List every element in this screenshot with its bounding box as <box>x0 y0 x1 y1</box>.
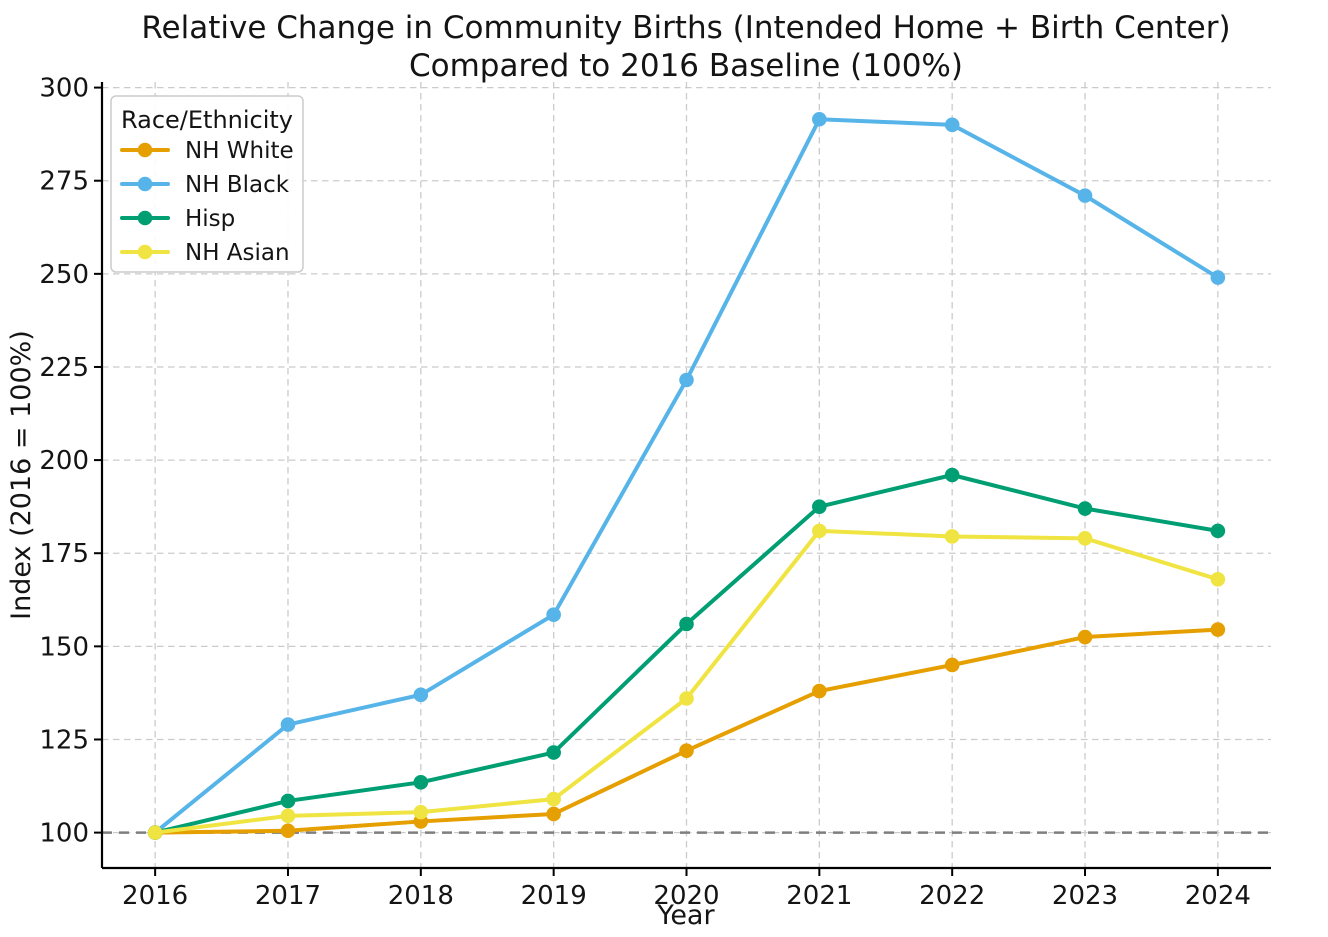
data-point-nh-black <box>944 117 960 133</box>
x-axis-label: Year <box>656 900 715 931</box>
data-point-hisp <box>280 793 296 809</box>
data-point-nh-asian <box>546 791 561 807</box>
data-point-nh-black <box>679 372 694 388</box>
legend-title: Race/Ethnicity <box>121 106 293 134</box>
data-point-nh-asian <box>679 691 694 706</box>
data-point-nh-asian <box>280 808 296 824</box>
legend-label-hisp: Hisp <box>185 206 235 232</box>
legend-swatch-dot-nh-white <box>137 142 153 158</box>
data-point-nh-black <box>413 687 429 703</box>
y-tick-label: 200 <box>39 446 89 476</box>
data-point-hisp <box>679 616 694 632</box>
x-tick-label: 2018 <box>388 881 454 911</box>
x-tick-label: 2019 <box>521 881 587 911</box>
x-tick-label: 2017 <box>255 881 321 911</box>
data-point-nh-asian <box>812 523 827 539</box>
y-tick-label: 150 <box>39 632 89 662</box>
chart-title-line1: Relative Change in Community Births (Int… <box>141 10 1230 46</box>
y-tick-label: 175 <box>39 539 89 569</box>
data-point-nh-black <box>546 607 561 622</box>
data-point-hisp <box>1210 523 1226 539</box>
x-tick-label: 2023 <box>1052 881 1118 911</box>
data-point-hisp <box>546 745 561 760</box>
data-point-nh-asian <box>1210 572 1226 587</box>
data-point-hisp <box>812 499 827 514</box>
data-point-nh-asian <box>944 529 960 544</box>
data-point-nh-white <box>1077 629 1093 645</box>
y-tick-label: 300 <box>39 74 89 104</box>
data-point-nh-white <box>546 806 561 822</box>
data-point-nh-black <box>280 717 296 732</box>
chart-title-line2: Compared to 2016 Baseline (100%) <box>409 48 963 84</box>
data-point-nh-black <box>812 111 827 127</box>
legend-label-nh-black: NH Black <box>185 172 290 198</box>
legend-swatch-dot-hisp <box>137 210 153 226</box>
x-tick-label: 2021 <box>786 881 852 911</box>
x-tick-label: 2016 <box>122 881 188 911</box>
data-point-nh-black <box>1077 188 1093 203</box>
data-point-nh-white <box>812 683 827 699</box>
legend-label-nh-asian: NH Asian <box>185 240 290 266</box>
data-point-nh-asian <box>1077 531 1093 546</box>
legend-box <box>110 95 304 273</box>
y-tick-label: 275 <box>39 167 89 197</box>
y-tick-label: 125 <box>39 725 89 755</box>
data-point-hisp <box>413 775 429 790</box>
legend-swatch-dot-nh-black <box>137 176 153 192</box>
data-point-nh-white <box>280 823 296 839</box>
data-point-nh-white <box>679 743 694 758</box>
x-tick-label: 2022 <box>919 881 985 911</box>
data-point-nh-white <box>944 657 960 673</box>
y-tick-label: 100 <box>39 819 89 849</box>
x-tick-label: 2024 <box>1185 881 1251 911</box>
y-tick-label: 250 <box>39 260 89 290</box>
data-point-nh-asian <box>147 825 163 840</box>
legend-label-nh-white: NH White <box>185 138 294 164</box>
data-point-hisp <box>1077 501 1093 516</box>
x-tick-label: 2020 <box>653 881 719 911</box>
data-point-nh-black <box>1210 270 1226 285</box>
data-point-nh-asian <box>413 804 429 820</box>
y-axis-label: Index (2016 = 100%) <box>6 330 37 620</box>
data-point-hisp <box>944 467 960 483</box>
legend-swatch-dot-nh-asian <box>137 244 153 260</box>
y-tick-label: 225 <box>39 353 89 383</box>
data-point-nh-white <box>1210 622 1226 637</box>
chart-generated-layer: 2016 2017 2018 2019 2020 2021 2022 2023 2024 100 1… <box>39 74 1271 911</box>
